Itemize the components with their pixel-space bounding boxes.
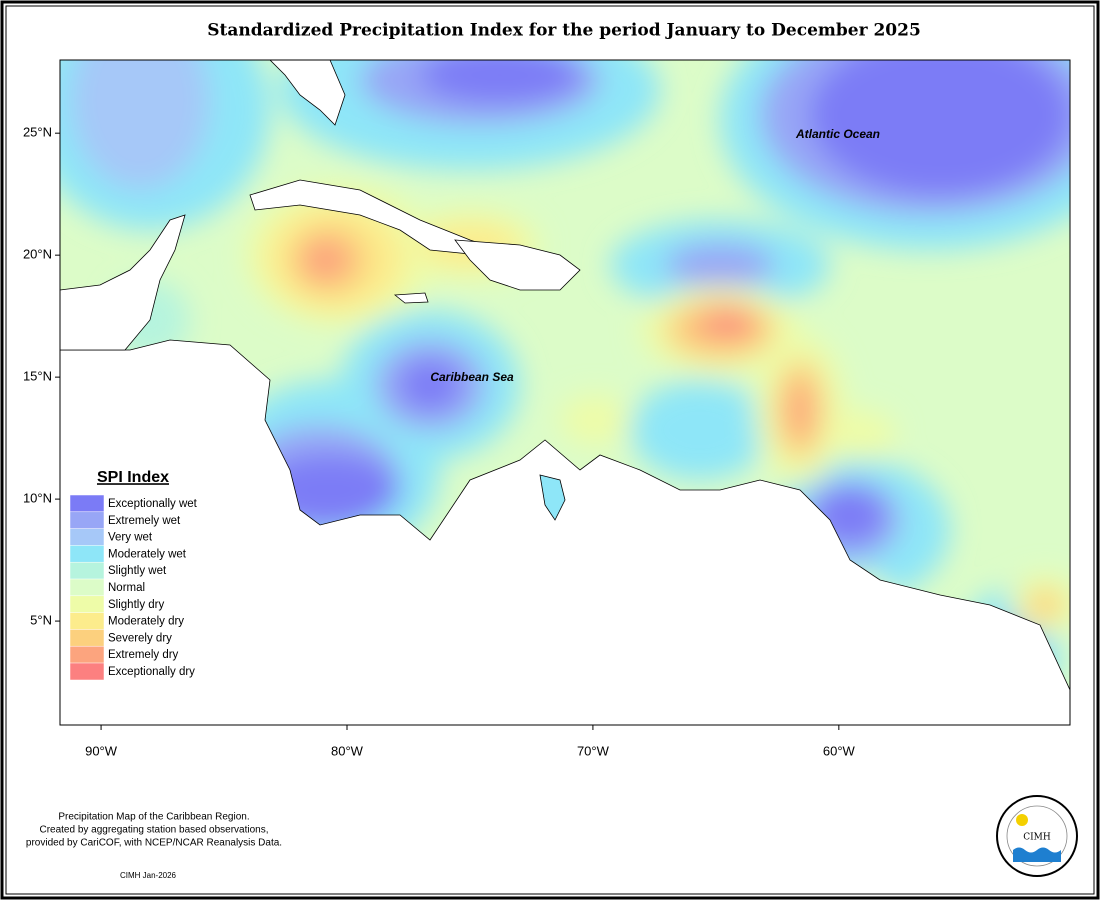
y-tick-label: 5°N [30, 613, 52, 628]
footer: Precipitation Map of the Caribbean Regio… [26, 812, 282, 880]
legend-label: Moderately dry [108, 616, 184, 628]
legend-swatch [69, 561, 105, 580]
logo: CIMH [996, 795, 1078, 877]
footer-line: Precipitation Map of the Caribbean Regio… [58, 812, 249, 823]
x-tick-label: 80°W [331, 743, 364, 758]
page-border-inner [5, 5, 1095, 895]
legend-label: Extremely wet [108, 515, 181, 527]
map-frame [59, 59, 1071, 726]
legend-swatch [69, 645, 105, 664]
legend-swatch [69, 595, 105, 614]
map-title: Standardized Precipitation Index for the… [207, 21, 921, 41]
legend-swatch [69, 528, 105, 546]
x-tick-label: 70°W [577, 743, 610, 758]
sea-label: Caribbean Sea [430, 370, 514, 384]
ocean-label: Atlantic Ocean [795, 127, 880, 141]
legend-label: Very wet [108, 532, 153, 544]
legend-label: Slightly wet [108, 565, 167, 577]
legend-swatch [69, 511, 105, 530]
footer-credit: CIMH Jan-2026 [120, 871, 177, 880]
y-tick-label: 10°N [23, 491, 52, 506]
legend-label: Moderately wet [108, 548, 187, 560]
land [60, 60, 1070, 725]
logo-text: CIMH [1023, 833, 1051, 843]
y-tick-label: 25°N [23, 125, 52, 140]
legend-label: Severely dry [108, 632, 172, 644]
x-tick-label: 90°W [85, 743, 118, 758]
legend-label: Slightly dry [108, 599, 164, 611]
y-tick-label: 20°N [23, 247, 52, 262]
y-tick-label: 15°N [23, 369, 52, 384]
legend-title: SPI Index [97, 469, 169, 486]
legend-label: Normal [108, 582, 145, 594]
legend-swatch [69, 545, 105, 563]
legend-swatch [69, 578, 105, 597]
legend-label: Exceptionally wet [108, 498, 198, 510]
spi-field [60, 60, 1070, 725]
legend-swatch [69, 662, 105, 681]
legend-swatch [69, 629, 105, 647]
legend: Exceptionally wet Extremely wet Very wet Mo… [69, 494, 198, 681]
x-tick-label: 60°W [823, 743, 856, 758]
legend-swatch [69, 612, 105, 630]
footer-line: provided by CariCOF, with NCEP/NCAR Rean… [26, 838, 282, 849]
legend-label: Exceptionally dry [108, 666, 195, 678]
legend-label: Extremely dry [108, 649, 179, 661]
legend-swatch [69, 494, 105, 513]
footer-line: Created by aggregating station based obs… [39, 825, 268, 836]
axes: 90°W 80°W 70°W 60°W 25°N 20°N 15°N 10°N 5°N [23, 125, 856, 759]
